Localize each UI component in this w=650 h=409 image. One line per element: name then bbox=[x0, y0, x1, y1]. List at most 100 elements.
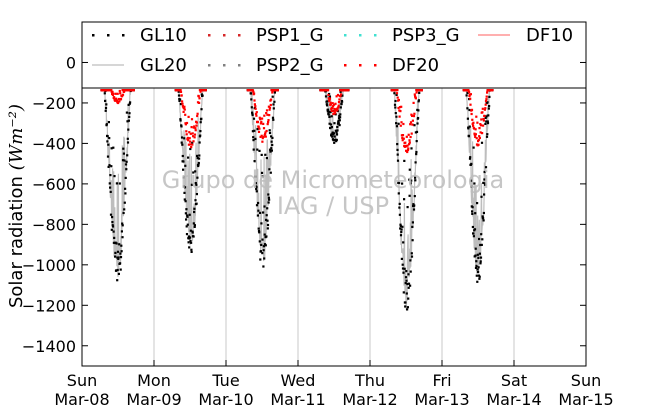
legend-swatch bbox=[208, 34, 211, 37]
data-point-df20 bbox=[405, 145, 408, 148]
data-point-gl10 bbox=[193, 225, 196, 228]
data-point-gl10 bbox=[270, 149, 273, 152]
data-point-gl10 bbox=[110, 165, 113, 168]
data-point-gl10 bbox=[472, 232, 475, 235]
data-point-gl10 bbox=[417, 116, 420, 120]
data-point-gl10 bbox=[107, 121, 110, 124]
x-tick-label-date: Mar-10 bbox=[198, 390, 253, 409]
data-point-gl10 bbox=[402, 271, 405, 274]
data-point-gl10 bbox=[479, 243, 482, 247]
data-point-gl10 bbox=[177, 90, 180, 93]
data-point-gl10 bbox=[477, 271, 480, 274]
data-point-gl10 bbox=[486, 120, 489, 123]
data-point-df20 bbox=[268, 114, 271, 117]
data-point-gl10 bbox=[122, 152, 125, 155]
data-point-gl10 bbox=[397, 192, 400, 195]
data-point-df20 bbox=[400, 105, 403, 108]
data-point-gl10 bbox=[481, 215, 484, 218]
data-point-gl10 bbox=[327, 108, 330, 111]
data-point-gl10 bbox=[124, 176, 127, 179]
data-point-df20 bbox=[116, 92, 119, 95]
data-point-gl10 bbox=[260, 153, 263, 156]
data-point-gl10 bbox=[194, 182, 197, 185]
data-point-gl10 bbox=[198, 154, 201, 157]
data-point-gl10 bbox=[405, 279, 408, 282]
data-point-gl10 bbox=[413, 195, 416, 198]
data-point-gl10 bbox=[185, 218, 188, 221]
data-point-gl10 bbox=[199, 134, 202, 137]
data-point-gl10 bbox=[110, 147, 113, 150]
data-point-gl10 bbox=[117, 272, 120, 275]
legend-swatch bbox=[122, 34, 125, 37]
data-point-gl10 bbox=[123, 159, 126, 162]
data-point-gl10 bbox=[115, 242, 118, 245]
data-point-gl10 bbox=[472, 146, 475, 149]
data-point-gl10 bbox=[406, 283, 409, 286]
data-point-gl10 bbox=[414, 161, 417, 164]
data-point-gl10 bbox=[183, 186, 187, 189]
data-point-df20 bbox=[271, 91, 274, 94]
data-point-df20 bbox=[123, 90, 126, 93]
data-point-gl10 bbox=[418, 91, 421, 94]
data-point-gl10 bbox=[106, 140, 109, 143]
data-point-gl10 bbox=[253, 129, 256, 132]
data-point-gl10 bbox=[126, 120, 129, 123]
data-point-gl10 bbox=[253, 160, 256, 163]
data-point-df20 bbox=[337, 106, 340, 109]
data-point-df20 bbox=[195, 121, 198, 124]
data-point-gl10 bbox=[485, 120, 488, 123]
data-point-df20 bbox=[412, 115, 416, 118]
data-point-gl10 bbox=[324, 95, 328, 98]
data-point-df20 bbox=[199, 90, 202, 93]
data-point-df20 bbox=[190, 118, 194, 121]
data-point-gl10 bbox=[484, 122, 487, 125]
data-point-gl10 bbox=[326, 104, 329, 107]
data-point-gl10 bbox=[395, 122, 398, 125]
data-point-gl10 bbox=[403, 159, 406, 162]
data-point-gl10 bbox=[328, 122, 331, 125]
x-tick-label-day: Sat bbox=[501, 371, 527, 390]
data-point-df20 bbox=[479, 124, 483, 127]
data-point-df20 bbox=[472, 124, 475, 127]
data-point-gl10 bbox=[125, 160, 128, 163]
data-point-df20 bbox=[327, 89, 330, 92]
data-point-gl10 bbox=[108, 164, 111, 167]
legend-item-gl10: GL10 bbox=[92, 25, 187, 46]
data-point-gl10 bbox=[394, 112, 397, 115]
data-point-gl10 bbox=[470, 185, 473, 188]
data-point-gl10 bbox=[483, 193, 486, 196]
data-point-df20 bbox=[401, 139, 404, 142]
data-point-gl10 bbox=[266, 207, 269, 210]
data-point-df20 bbox=[329, 101, 332, 104]
legend-item-df20: DF20 bbox=[344, 55, 439, 76]
data-point-gl10 bbox=[262, 211, 265, 214]
data-point-df20 bbox=[405, 135, 408, 138]
data-point-gl10 bbox=[402, 291, 405, 294]
data-point-gl10 bbox=[271, 116, 275, 119]
data-point-df20 bbox=[337, 101, 341, 104]
data-point-df20 bbox=[477, 143, 480, 146]
data-point-df20 bbox=[481, 107, 484, 110]
data-point-gl10 bbox=[199, 121, 202, 124]
data-point-gl10 bbox=[336, 129, 339, 132]
data-point-gl10 bbox=[267, 193, 270, 196]
data-point-gl10 bbox=[121, 224, 124, 227]
data-point-gl10 bbox=[417, 109, 420, 112]
data-point-gl10 bbox=[335, 138, 338, 141]
data-point-gl10 bbox=[257, 201, 260, 205]
data-point-gl10 bbox=[393, 92, 396, 95]
data-point-gl10 bbox=[185, 233, 189, 236]
data-point-gl10 bbox=[115, 182, 118, 185]
data-point-gl10 bbox=[487, 107, 490, 110]
series-line-gl20 bbox=[247, 89, 278, 262]
data-point-gl10 bbox=[178, 99, 181, 102]
data-point-gl10 bbox=[112, 230, 115, 233]
data-point-gl10 bbox=[273, 91, 276, 94]
data-point-df20 bbox=[115, 99, 118, 102]
data-point-df20 bbox=[481, 132, 484, 135]
data-point-gl10 bbox=[197, 163, 200, 166]
data-point-gl10 bbox=[270, 147, 273, 150]
data-point-gl10 bbox=[258, 231, 261, 234]
data-point-df20 bbox=[484, 107, 487, 110]
data-point-gl10 bbox=[411, 221, 414, 224]
